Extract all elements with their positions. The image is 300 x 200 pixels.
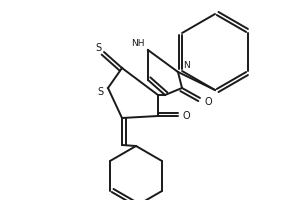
Text: S: S <box>97 87 103 97</box>
Text: NH: NH <box>131 40 145 48</box>
Text: O: O <box>182 111 190 121</box>
Text: S: S <box>95 43 101 53</box>
Text: N: N <box>183 62 189 71</box>
Text: O: O <box>204 97 212 107</box>
